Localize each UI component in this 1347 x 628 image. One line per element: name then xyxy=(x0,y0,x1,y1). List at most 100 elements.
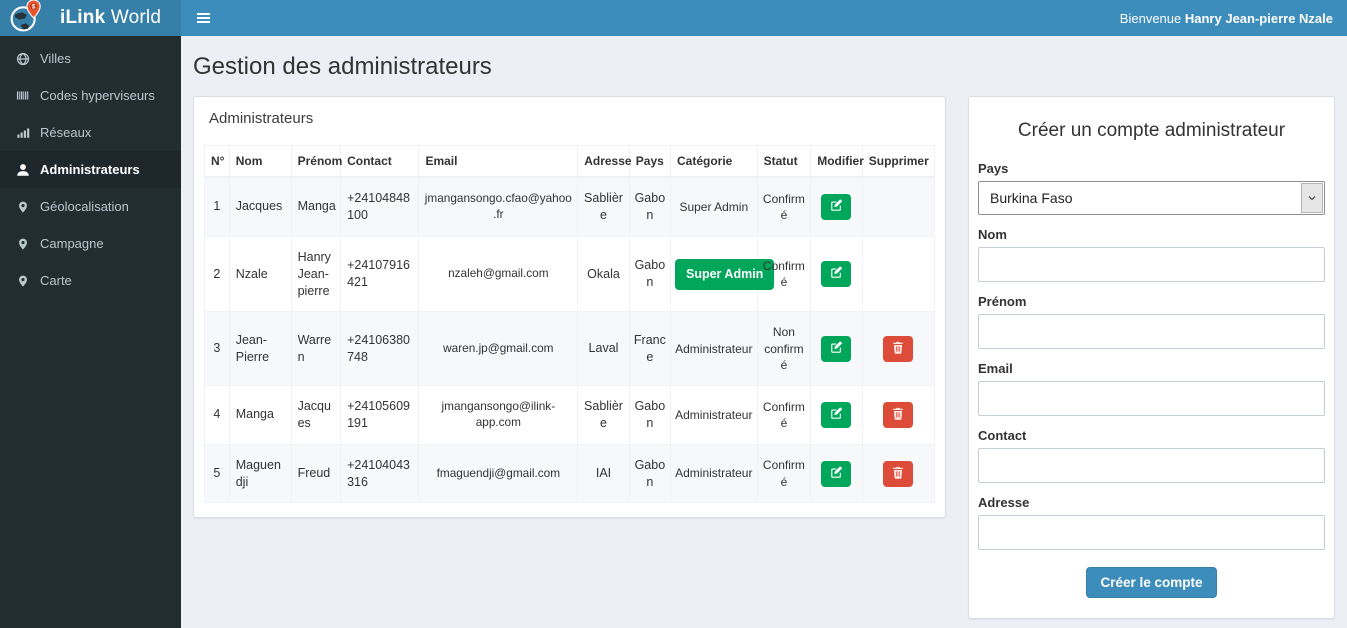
cell-adresse: IAI xyxy=(577,443,630,504)
cell-pays: Gabon xyxy=(628,384,672,445)
edit-icon xyxy=(830,341,843,357)
nom-input[interactable] xyxy=(978,247,1325,282)
field-label: Pays xyxy=(978,161,1009,176)
sidebar-item-codes-hyperviseurs[interactable]: Codes hyperviseurs xyxy=(0,77,181,114)
sidebar-item-label: Campagne xyxy=(40,236,104,251)
barcode-icon xyxy=(15,89,30,102)
cell-adresse: Laval xyxy=(577,311,630,386)
ilink-logo-icon: $ xyxy=(9,0,43,38)
sidebar-item-carte[interactable]: Carte xyxy=(0,262,181,299)
delete-button[interactable] xyxy=(883,401,914,428)
cell-modifier xyxy=(810,311,863,386)
create-admin-panel: Créer un compte administrateur Pays Burki… xyxy=(968,96,1335,619)
cell-pays: France xyxy=(628,311,672,386)
cell-pays: Gabon xyxy=(628,235,672,313)
cell-statut: Non confirmé xyxy=(756,311,812,386)
sidebar-item-reseaux[interactable]: Réseaux xyxy=(0,114,181,151)
cell-supprimer xyxy=(861,384,936,445)
administrators-panel: Administrateurs N° Nom Prénom Contact Email A… xyxy=(193,96,946,519)
sidebar: Villes Codes hyperviseurs Réseaux Administr… xyxy=(0,36,181,628)
column-header-adresse: Adresse xyxy=(577,145,632,178)
cell-prenom: Warren xyxy=(290,311,342,386)
submit-row: Créer le compte xyxy=(978,567,1325,598)
signal-icon xyxy=(15,126,30,139)
content-columns: Administrateurs N° Nom Prénom Contact Email A… xyxy=(193,96,1335,619)
field-label: Contact xyxy=(978,428,1027,443)
brand[interactable]: $ iLink World xyxy=(0,0,181,36)
delete-button[interactable] xyxy=(883,460,914,487)
column-header-pays: Pays xyxy=(628,145,672,178)
adresse-input[interactable] xyxy=(978,515,1325,550)
edit-button[interactable] xyxy=(821,261,852,288)
page-wrapper: Villes Codes hyperviseurs Réseaux Administr… xyxy=(0,36,1347,628)
cell-num: 5 xyxy=(204,443,230,504)
column-header-statut: Statut xyxy=(756,145,812,178)
pays-select[interactable]: Burkina Faso xyxy=(978,181,1325,215)
marker-icon xyxy=(15,237,30,251)
table-row: 3 Jean-Pierre Warren +24106380748 waren.jp@g… xyxy=(204,311,936,386)
cell-num: 3 xyxy=(204,311,230,386)
cell-categorie: Super Admin xyxy=(670,235,775,313)
marker-icon xyxy=(15,200,30,214)
navbar-main: Bienvenue Hanry Jean-pierre Nzale xyxy=(181,0,1347,36)
edit-button[interactable] xyxy=(821,335,852,362)
create-admin-form: Pays Burkina Faso Nom Prénom Email Contact Adr… xyxy=(978,161,1325,550)
cell-supprimer xyxy=(861,311,936,386)
trash-icon xyxy=(892,466,904,482)
cell-pays: Gabon xyxy=(628,176,672,237)
cell-supprimer xyxy=(861,176,936,237)
administrators-panel-body: N° Nom Prénom Contact Email Adresse Pays Catégo… xyxy=(194,139,945,517)
cell-nom: Maguendji xyxy=(228,443,292,504)
sidebar-item-label: Réseaux xyxy=(40,125,92,140)
svg-text:$: $ xyxy=(32,3,36,10)
field-label: Prénom xyxy=(978,294,1027,309)
page-title: Gestion des administrateurs xyxy=(193,53,492,80)
cell-num: 2 xyxy=(204,235,230,313)
field-label: Nom xyxy=(978,227,1007,242)
field-group-adresse: Adresse xyxy=(978,495,1325,550)
marker-icon xyxy=(15,274,30,288)
sidebar-item-campagne[interactable]: Campagne xyxy=(0,225,181,262)
cell-modifier xyxy=(810,443,863,504)
sidebar-item-label: Villes xyxy=(40,51,71,66)
contact-input[interactable] xyxy=(978,448,1325,483)
table-row: 2 Nzale Hanry Jean-pierre +24107916421 nzale… xyxy=(204,235,936,313)
sidebar-item-label: Codes hyperviseurs xyxy=(40,88,155,103)
cell-categorie: Administrateur xyxy=(670,311,758,386)
sidebar-item-geolocalisation[interactable]: Géolocalisation xyxy=(0,188,181,225)
globe-icon xyxy=(15,52,30,66)
cell-statut: Confirmé xyxy=(756,176,812,237)
sidebar-toggle-icon[interactable] xyxy=(195,7,212,29)
welcome-text[interactable]: Bienvenue Hanry Jean-pierre Nzale xyxy=(1120,11,1333,26)
category-badge[interactable]: Super Admin xyxy=(675,258,775,290)
cell-supprimer xyxy=(861,235,936,313)
create-account-button[interactable]: Créer le compte xyxy=(1086,567,1217,598)
cell-categorie: Administrateur xyxy=(670,443,758,504)
table-header-row: N° Nom Prénom Contact Email Adresse Pays Catégo… xyxy=(204,145,936,178)
cell-prenom: Freud xyxy=(290,443,342,504)
edit-button[interactable] xyxy=(821,460,852,487)
prenom-input[interactable] xyxy=(978,314,1325,349)
email-input[interactable] xyxy=(978,381,1325,416)
field-label: Email xyxy=(978,361,1013,376)
cell-email: jmangansongo.cfao@yahoo.fr xyxy=(418,176,579,237)
cell-nom: Jacques xyxy=(228,176,292,237)
brand-title: iLink World xyxy=(60,7,162,28)
field-group-email: Email xyxy=(978,361,1325,416)
delete-button[interactable] xyxy=(883,335,914,362)
sidebar-item-villes[interactable]: Villes xyxy=(0,40,181,77)
column-header-categorie: Catégorie xyxy=(670,145,758,178)
sidebar-item-label: Géolocalisation xyxy=(40,199,129,214)
cell-email: jmangansongo@ilink-app.com xyxy=(418,384,579,445)
welcome-prefix: Bienvenue xyxy=(1119,10,1182,26)
cell-prenom: Jacques xyxy=(290,384,342,445)
sidebar-item-administrateurs[interactable]: Administrateurs xyxy=(0,151,181,188)
cell-prenom: Hanry Jean-pierre xyxy=(290,235,342,313)
column-header-supprimer: Supprimer xyxy=(861,145,936,178)
edit-button[interactable] xyxy=(821,401,852,428)
select-selected-value: Burkina Faso xyxy=(990,190,1073,206)
edit-button[interactable] xyxy=(821,193,852,220)
field-group-prenom: Prénom xyxy=(978,294,1325,349)
column-header-modifier: Modifier xyxy=(810,145,864,178)
